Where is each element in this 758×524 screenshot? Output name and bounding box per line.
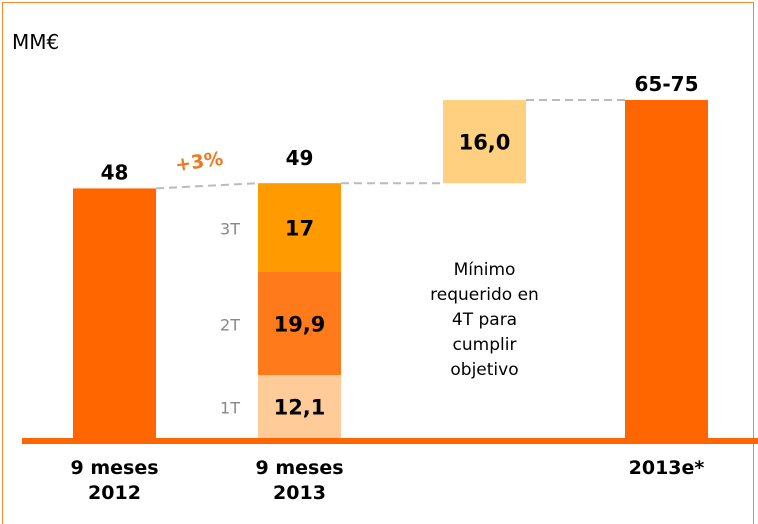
x-tick-label: 2013e*: [628, 457, 705, 479]
segment-name: 1T: [220, 399, 240, 418]
segment-value-label: 12,1: [274, 396, 326, 420]
bar-value-label: 48: [101, 160, 129, 184]
bar-value-label: 49: [286, 146, 314, 170]
unit-label: MM€: [12, 30, 60, 54]
x-tick-label: 9 meses 2012: [70, 457, 159, 504]
bar-value-label: 65-75: [635, 72, 699, 96]
growth-label: +3%: [174, 148, 225, 176]
segment-name: 2T: [220, 315, 240, 334]
segment-value-label: 17: [285, 216, 314, 240]
bar-segment: [258, 183, 341, 272]
annotation: Mínimo requerido en 4T para cumplir obje…: [430, 260, 539, 380]
bar-segment: [258, 375, 341, 438]
baseline: [22, 438, 758, 444]
x-tick-label: 9 meses 2013: [255, 457, 344, 504]
bar-segment: [258, 271, 341, 376]
bar: [73, 188, 156, 438]
bar-value-label: 16,0: [459, 131, 511, 155]
segment-name: 3T: [220, 219, 240, 238]
connector: [155, 182, 259, 190]
segment-value-label: 19,9: [274, 312, 326, 336]
bar: [625, 100, 708, 438]
bar: [443, 100, 526, 184]
